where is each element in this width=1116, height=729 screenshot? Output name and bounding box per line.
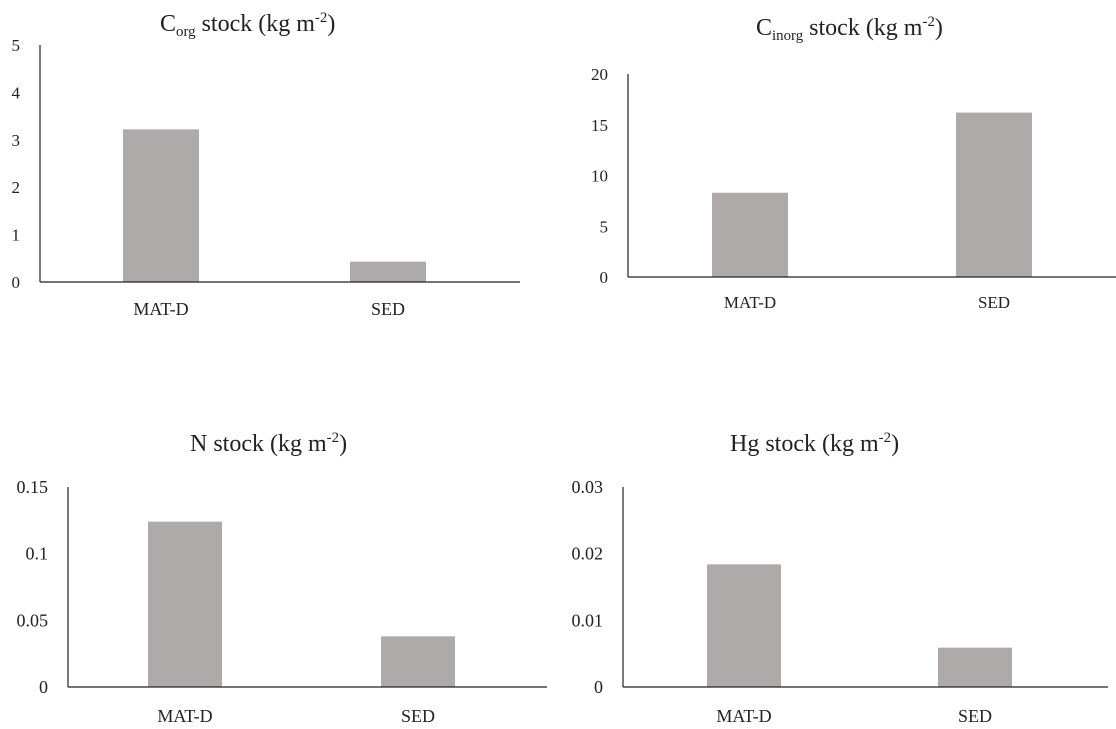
x-tick-label: SED	[978, 293, 1010, 312]
bar-mat-d	[712, 192, 788, 277]
y-tick-label: 15	[591, 116, 608, 135]
chart-plot: MAT-D SED 0 0.05 0.1 0.15	[17, 477, 547, 726]
y-tick-label: 0.1	[26, 544, 49, 564]
chart-title: Corg stock (kg m-2)	[60, 10, 540, 41]
title-superscript: -2	[878, 430, 892, 446]
x-tick-label: MAT-D	[133, 299, 188, 319]
title-end: )	[891, 430, 900, 457]
y-tick-label: 0	[594, 677, 603, 697]
title-main: stock (kg m	[195, 10, 315, 37]
y-tick-label: 0.05	[17, 610, 49, 630]
bar-sed	[956, 112, 1032, 277]
title-main: stock (kg m	[803, 14, 923, 41]
title-base: C	[160, 10, 177, 37]
y-tick-label: 1	[12, 226, 21, 245]
bar-sed	[350, 261, 426, 282]
chart-n-stock: N stock (kg m-2) MAT-D SED 0 0.05 0.1 0.15	[0, 400, 560, 729]
title-end: )	[934, 14, 943, 41]
y-tick-label: 0.02	[572, 544, 604, 564]
title-base: N	[190, 430, 208, 457]
title-base: C	[756, 14, 773, 41]
bar-mat-d	[707, 564, 781, 687]
y-tick-label: 0.01	[572, 610, 604, 630]
chart-title: N stock (kg m-2)	[0, 430, 560, 461]
y-tick-label: 10	[591, 167, 608, 186]
x-tick-label: MAT-D	[716, 706, 771, 726]
chart-plot: MAT-D SED 0 0.01 0.02 0.03	[572, 477, 1108, 726]
chart-title: Hg stock (kg m-2)	[560, 430, 1116, 461]
title-base: Hg	[730, 430, 760, 457]
title-subscript: org	[176, 24, 196, 41]
title-subscript: inorg	[772, 28, 804, 45]
title-end: )	[327, 10, 336, 37]
bar-mat-d	[148, 521, 222, 687]
chart-corg-stock: Corg stock (kg m-2) MAT-D SED 0 1 2 3 4 5	[0, 0, 540, 330]
y-tick-label: 3	[12, 131, 21, 150]
title-main: stock (kg m	[759, 430, 879, 457]
x-tick-label: SED	[371, 299, 405, 319]
chart-plot: MAT-D SED 0 1 2 3 4 5	[12, 36, 520, 319]
y-tick-label: 2	[12, 178, 21, 197]
title-superscript: -2	[326, 430, 340, 446]
bar-sed	[381, 636, 455, 687]
title-superscript: -2	[314, 10, 328, 26]
y-tick-label: 0	[600, 268, 609, 287]
title-end: )	[339, 430, 348, 457]
x-tick-label: SED	[958, 706, 992, 726]
y-tick-label: 0	[12, 273, 21, 292]
chart-plot: MAT-D SED 0 5 10 15 20	[591, 65, 1116, 312]
y-tick-label: 5	[600, 217, 609, 236]
bar-mat-d	[123, 129, 199, 282]
x-tick-label: SED	[401, 706, 435, 726]
y-tick-label: 4	[12, 83, 21, 102]
chart-title: Cinorg stock (kg m-2)	[560, 14, 1116, 45]
chart-cinorg-stock: Cinorg stock (kg m-2) MAT-D SED 0 5 10 15 20	[560, 0, 1116, 330]
title-main: stock (kg m	[207, 430, 327, 457]
title-superscript: -2	[922, 14, 935, 30]
y-tick-label: 5	[12, 36, 21, 55]
bar-sed	[938, 647, 1012, 687]
chart-hg-stock: Hg stock (kg m-2) MAT-D SED 0 0.01 0.02 0.03	[560, 400, 1116, 729]
y-tick-label: 0.03	[572, 477, 604, 497]
x-tick-label: MAT-D	[724, 293, 776, 312]
x-tick-label: MAT-D	[157, 706, 212, 726]
y-tick-label: 20	[591, 65, 608, 84]
y-tick-label: 0	[39, 677, 48, 697]
y-tick-label: 0.15	[17, 477, 49, 497]
